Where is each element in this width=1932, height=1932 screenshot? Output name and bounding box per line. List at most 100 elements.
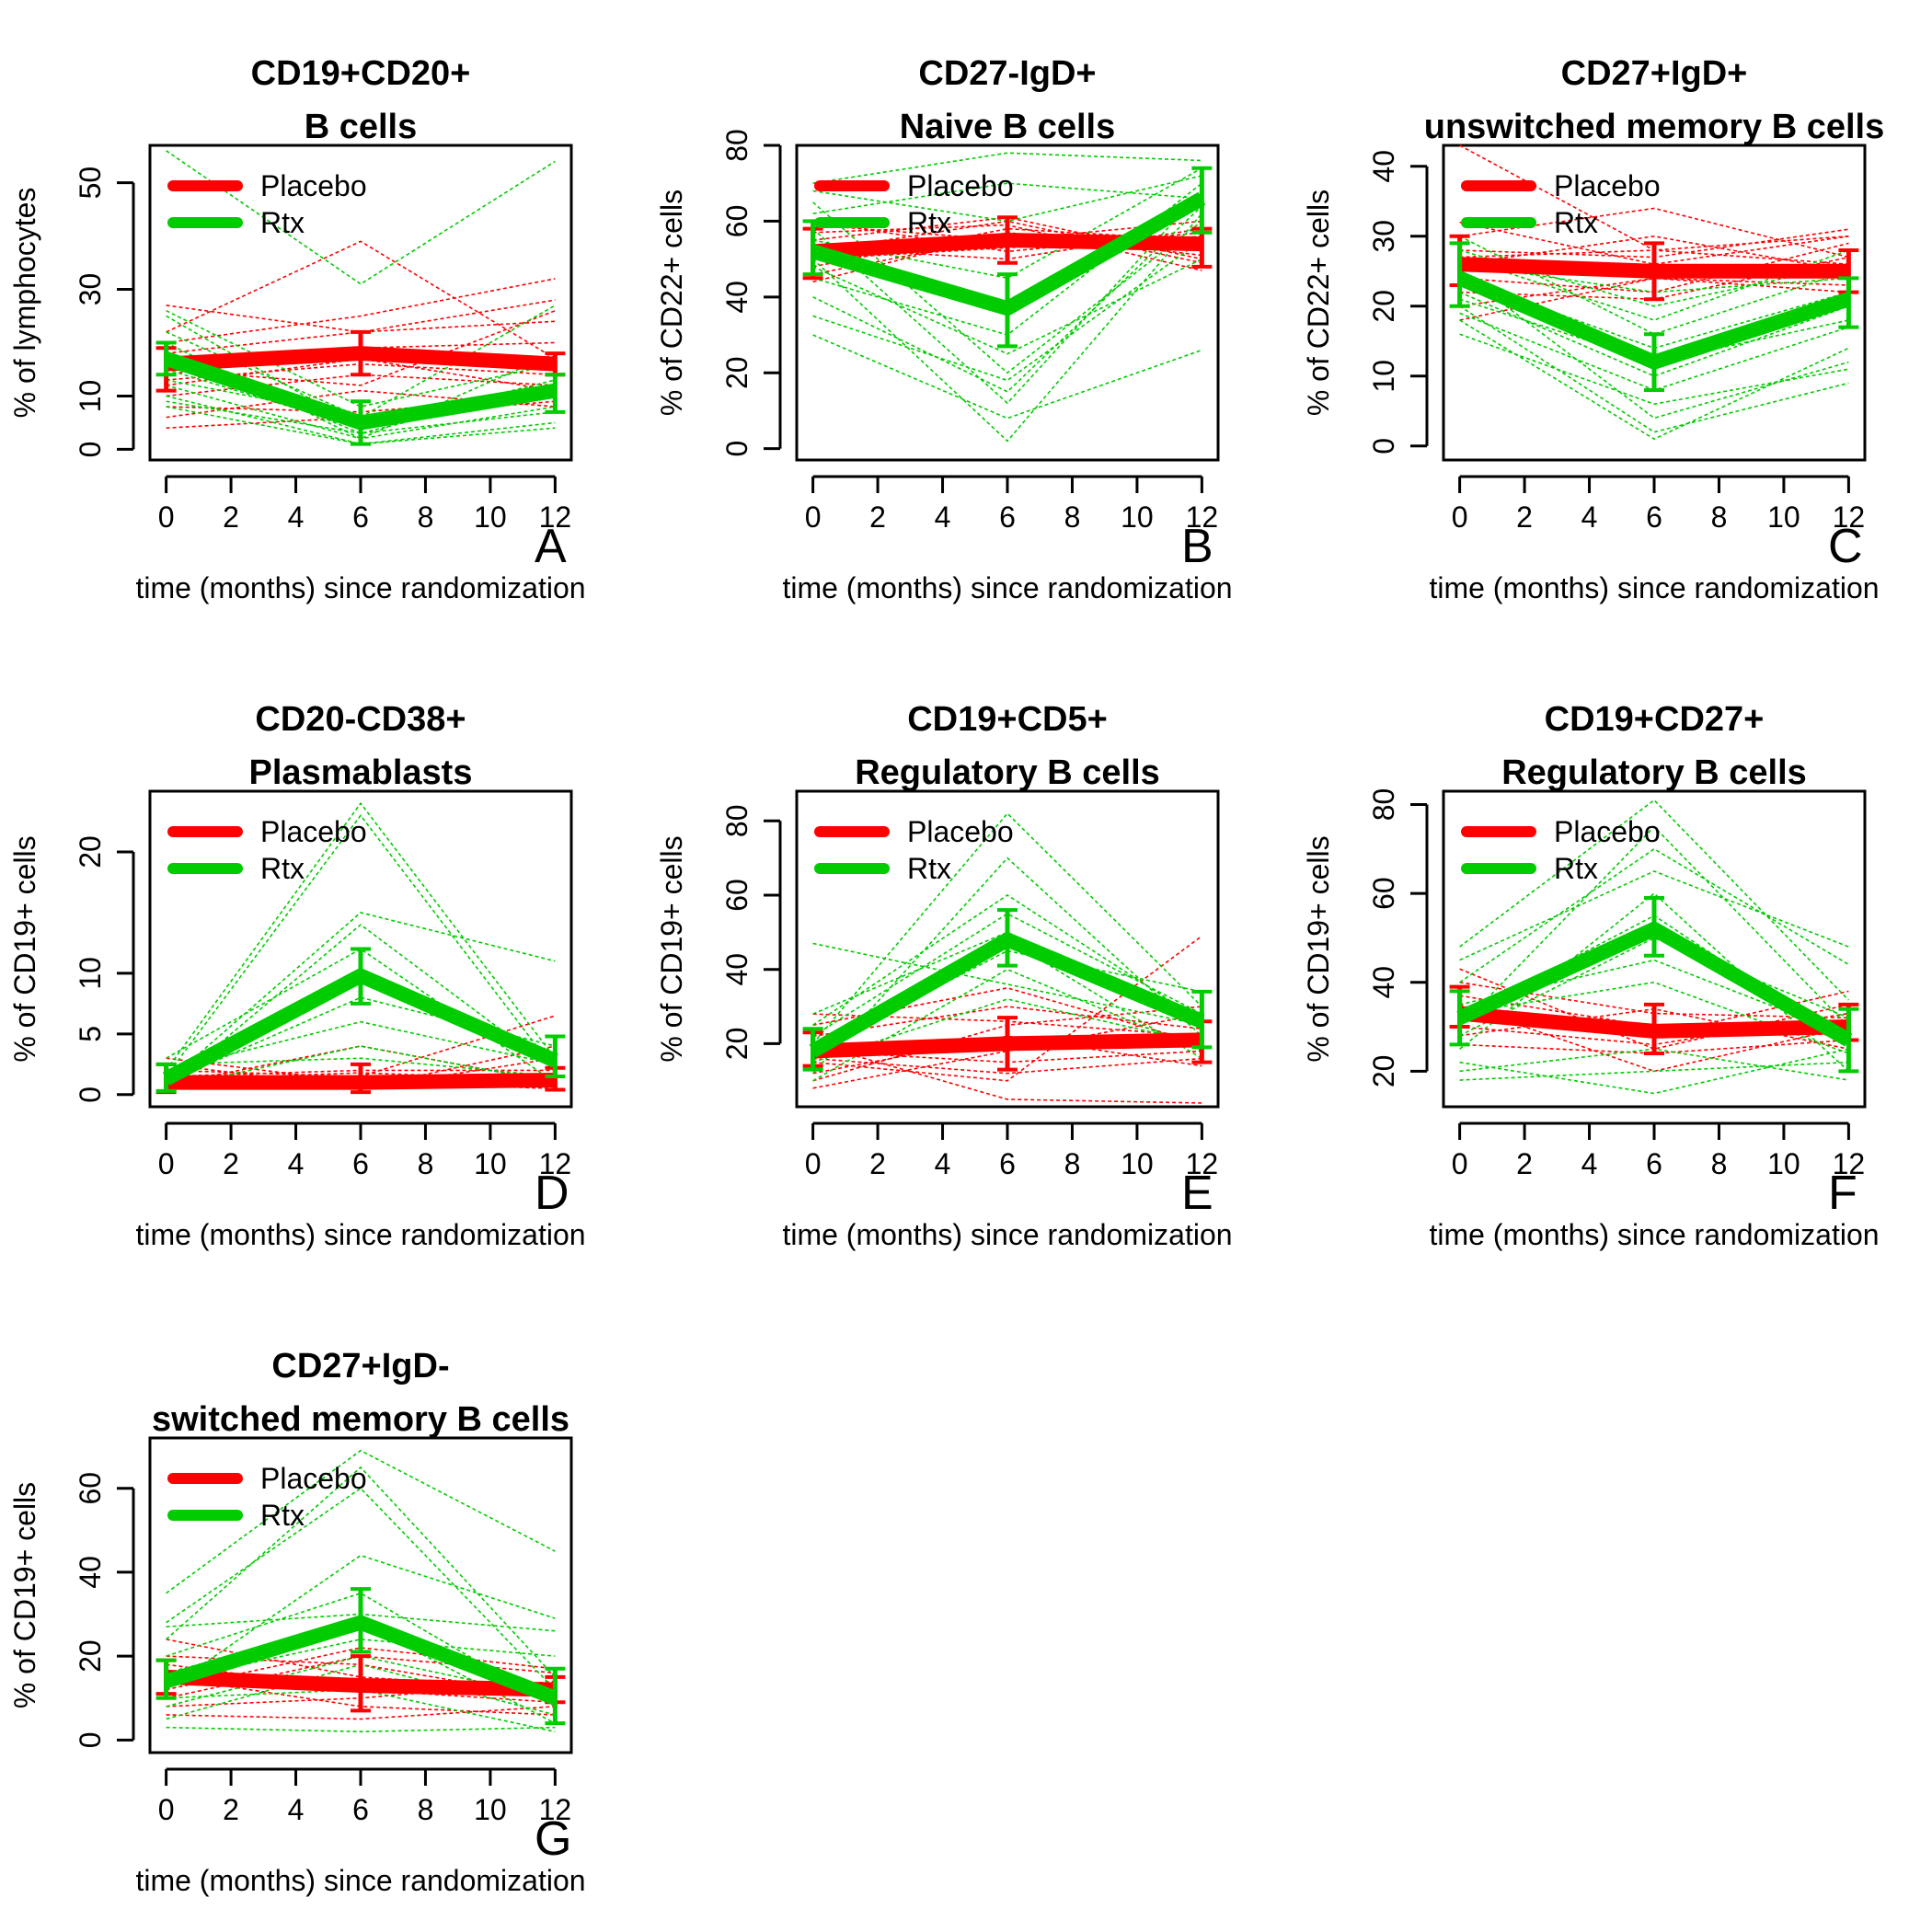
x-tick-label: 4 <box>935 1147 951 1180</box>
rtx-individual-line <box>812 334 1202 420</box>
rtx-individual-line <box>812 812 1202 1044</box>
x-tick-label: 6 <box>352 1793 369 1826</box>
chart-title: CD19+CD5+ <box>907 700 1108 739</box>
y-tick-label: 20 <box>74 835 107 868</box>
x-tick-label: 2 <box>223 500 239 534</box>
x-tick-label: 8 <box>1711 1147 1728 1180</box>
x-tick-label: 10 <box>474 1793 507 1826</box>
y-tick-label: 60 <box>1367 877 1400 910</box>
x-tick-label: 8 <box>418 1147 434 1180</box>
y-tick-label: 40 <box>720 953 753 986</box>
y-tick-label: 40 <box>1367 966 1400 999</box>
x-tick-label: 6 <box>999 500 1016 534</box>
x-tick-label: 12 <box>539 500 572 534</box>
placebo-individual-line <box>812 1006 1202 1038</box>
x-axis-label: time (months) since randomization <box>135 1218 585 1251</box>
chart-panel-b: 0 2 4 6 8 10 12 0 20 40 60 80 time (months) since ra… <box>655 54 1233 604</box>
x-tick-label: 6 <box>999 1147 1016 1180</box>
rtx-individual-line <box>166 1020 556 1072</box>
x-axis: 0 2 4 6 8 10 12 <box>805 1121 1218 1180</box>
y-axis: 0 20 40 60 80 <box>720 129 782 457</box>
y-tick-label: 30 <box>1367 220 1400 253</box>
legend: Placebo Rtx <box>814 815 1014 885</box>
rtx-individual-line <box>165 814 557 1077</box>
panel-letter: A <box>535 520 567 573</box>
y-tick-label: 40 <box>74 1556 107 1589</box>
chart-title: CD27+IgD+ <box>1561 54 1748 93</box>
rtx-individual-line <box>166 1057 556 1077</box>
rtx-individual-line <box>166 1449 556 1594</box>
x-axis: 0 2 4 6 8 10 12 <box>1452 1121 1866 1180</box>
placebo-series <box>155 1062 566 1095</box>
plot-frame <box>148 1436 573 1754</box>
y-axis-label: % of lymphocytes <box>8 188 41 419</box>
rtx-individual-line <box>166 1726 556 1733</box>
rtx-individual-line <box>166 309 556 408</box>
panel-letter: B <box>1181 520 1213 573</box>
placebo-series <box>1449 234 1859 302</box>
y-axis-label: % of CD19+ cells <box>8 835 41 1062</box>
y-tick-label: 20 <box>74 1639 107 1673</box>
x-tick-label: 10 <box>474 1147 507 1180</box>
rtx-individual-line <box>166 912 556 1084</box>
rtx-series <box>155 340 566 446</box>
y-tick-label: 30 <box>74 273 107 306</box>
rtx-individual-line <box>1459 1048 1849 1095</box>
x-tick-label: 8 <box>418 500 434 534</box>
rtx-individual-line <box>1459 333 1849 406</box>
placebo-individual-line <box>166 278 556 344</box>
rtx-individual-line <box>812 190 1202 405</box>
y-tick-label: 50 <box>74 167 107 200</box>
x-tick-label: 4 <box>935 500 951 534</box>
rtx-individual-line <box>812 913 1202 1038</box>
placebo-individual-line <box>812 1013 1202 1089</box>
plot-frame <box>148 144 573 462</box>
placebo-individual-line <box>1459 968 1849 1051</box>
placebo-individual-line <box>1459 221 1849 266</box>
y-tick-label: 10 <box>1367 360 1400 393</box>
x-tick-label: 12 <box>1833 1147 1866 1180</box>
chart-subtitle: Plasmablasts <box>249 753 473 792</box>
y-axis-label: % of CD22+ cells <box>655 190 688 416</box>
y-tick-label: 20 <box>1367 290 1400 323</box>
rtx-individual-line <box>166 1554 556 1691</box>
rtx-individual-line <box>1459 847 1849 983</box>
legend: Placebo Rtx <box>1461 815 1661 885</box>
legend-label-rtx: Rtx <box>907 206 951 239</box>
y-tick-label: 0 <box>1367 438 1400 454</box>
x-tick-label: 8 <box>1064 500 1081 534</box>
y-tick-label: 5 <box>74 1026 107 1042</box>
x-tick-label: 6 <box>1646 500 1662 534</box>
rtx-individual-line <box>812 998 1202 1064</box>
x-axis-label: time (months) since randomization <box>1429 1218 1879 1251</box>
rtx-series <box>155 1587 566 1726</box>
legend-label-placebo: Placebo <box>260 815 367 848</box>
x-tick-label: 2 <box>223 1793 239 1826</box>
legend-label-placebo: Placebo <box>260 169 367 202</box>
legend-label-placebo: Placebo <box>907 169 1014 202</box>
rtx-individual-line <box>812 182 1202 214</box>
rtx-series <box>802 166 1213 349</box>
chart-subtitle: Regulatory B cells <box>1501 753 1807 792</box>
rtx-individual-line <box>1459 870 1849 961</box>
legend-label-rtx: Rtx <box>260 852 305 885</box>
y-tick-label: 0 <box>74 442 107 458</box>
x-axis: 0 2 4 6 8 10 12 <box>805 475 1218 534</box>
legend: Placebo Rtx <box>167 815 367 885</box>
x-tick-label: 2 <box>223 1147 239 1180</box>
chart-subtitle: unswitched memory B cells <box>1424 108 1885 146</box>
chart-title: CD20-CD38+ <box>255 700 466 739</box>
chart-title: CD19+CD20+ <box>251 54 471 93</box>
panel-letter: E <box>1181 1167 1213 1220</box>
legend-label-placebo: Placebo <box>907 815 1014 848</box>
y-axis-label: % of CD19+ cells <box>1302 835 1335 1062</box>
x-tick-label: 10 <box>1121 1147 1154 1180</box>
y-tick-label: 10 <box>74 957 107 990</box>
chart-panel-a: 0 2 4 6 8 10 12 0 10 30 50 time (months) since rand… <box>8 54 586 604</box>
x-tick-label: 6 <box>352 1147 369 1180</box>
panel-letter: D <box>535 1167 569 1220</box>
chart-title: CD27+IgD- <box>271 1347 449 1386</box>
rtx-individual-line <box>812 205 1202 393</box>
rtx-individual-line <box>812 258 1202 355</box>
chart-panel-g: 0 2 4 6 8 10 12 0 20 40 60 time (months) since rand… <box>8 1347 586 1897</box>
